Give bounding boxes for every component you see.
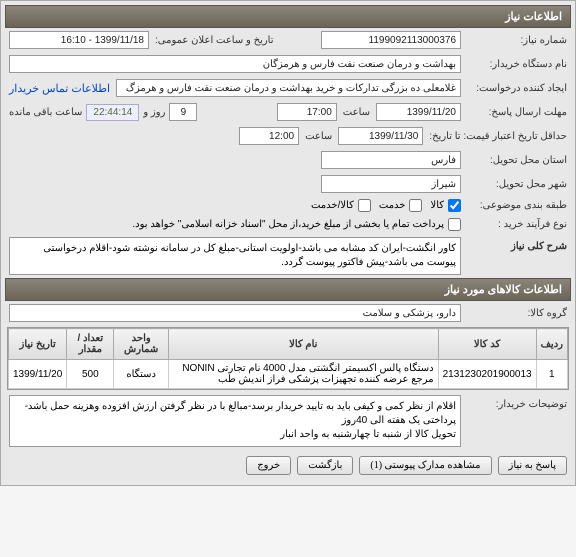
th-date: تاریخ نیاز <box>9 329 67 360</box>
td-unit: دستگاه <box>114 360 169 389</box>
need-number-value: 1199092113000376 <box>321 31 461 49</box>
goods-group-label: گروه کالا: <box>467 308 567 319</box>
td-row-num: 1 <box>536 360 567 389</box>
general-title-label: شرح کلی نیاز <box>467 237 567 252</box>
province-value: فارس <box>321 151 461 169</box>
row-need-number: شماره نیاز: 1199092113000376 تاریخ و ساع… <box>5 28 571 52</box>
buyer-org-value: بهداشت و درمان صنعت نفت فارس و هرمزگان <box>9 55 461 73</box>
row-general-title: شرح کلی نیاز کاور انگشت-ایران کد مشابه م… <box>5 234 571 278</box>
remaining-suffix: ساعت باقی مانده <box>9 107 82 118</box>
cb-goods-service-input[interactable] <box>358 199 371 212</box>
deadline-date: 1399/11/20 <box>376 103 461 121</box>
requester-label: ایجاد کننده درخواست: <box>467 83 567 94</box>
valid-until-time: 12:00 <box>239 127 299 145</box>
cb-service[interactable]: خدمت <box>379 199 423 212</box>
city-label: شهر محل تحویل: <box>467 179 567 190</box>
section-header-need-info: اطلاعات نیاز <box>5 5 571 28</box>
purchase-process-cb[interactable]: پرداخت تمام یا بخشی از مبلغ خرید،از محل … <box>132 218 461 231</box>
cb-goods[interactable]: کالا <box>430 199 461 212</box>
row-requester: ایجاد کننده درخواست: غلامعلی ده بزرگی تد… <box>5 76 571 100</box>
row-goods-group: گروه کالا: دارو، پزشکی و سلامت <box>5 301 571 325</box>
announce-date-value: 1399/11/18 - 16:10 <box>9 31 149 49</box>
td-name: دستگاه پالس اکسیمتر انگشتی مدل 4000 نام … <box>168 360 438 389</box>
valid-until-date: 1399/11/30 <box>338 127 423 145</box>
row-buyer-org: نام دستگاه خریدار: بهداشت و درمان صنعت ن… <box>5 52 571 76</box>
attachments-button[interactable]: مشاهده مدارک پیوستی (1) <box>359 456 491 475</box>
row-valid-until: حداقل تاریخ اعتبار قیمت: تا تاریخ: 1399/… <box>5 124 571 148</box>
cb-service-input[interactable] <box>409 199 422 212</box>
row-city: شهر محل تحویل: شیراز <box>5 172 571 196</box>
need-number-label: شماره نیاز: <box>467 35 567 46</box>
remaining-time: 22:44:14 <box>86 104 139 121</box>
th-unit: واحد شمارش <box>114 329 169 360</box>
deadline-time: 17:00 <box>277 103 337 121</box>
row-buyer-notes: توضیحات خریدار: اقلام از نظر کمی و کیفی … <box>5 392 571 450</box>
province-label: استان محل تحویل: <box>467 155 567 166</box>
announce-date-label: تاریخ و ساعت اعلان عمومی: <box>155 35 274 46</box>
th-name: نام کالا <box>168 329 438 360</box>
remaining-group: 9 روز و 22:44:14 ساعت باقی مانده <box>9 103 197 121</box>
table-row: 1 2131230201900013 دستگاه پالس اکسیمتر ا… <box>9 360 568 389</box>
buyer-notes-text: اقلام از نظر کمی و کیفی باید به تایید خر… <box>9 395 461 447</box>
cb-goods-input[interactable] <box>448 199 461 212</box>
td-qty: 500 <box>67 360 114 389</box>
purchase-process-label: نوع فرآیند خرید : <box>467 219 567 230</box>
city-value: شیراز <box>321 175 461 193</box>
th-row: ردیف <box>536 329 567 360</box>
contact-link[interactable]: اطلاعات تماس خریدار <box>9 82 110 95</box>
purchase-process-checkbox[interactable] <box>448 218 461 231</box>
back-button[interactable]: بازگشت <box>297 456 353 475</box>
table-header-row: ردیف کد کالا نام کالا واحد شمارش تعداد /… <box>9 329 568 360</box>
budget-checkbox-group: کالا خدمت کالا/خدمت <box>311 199 461 212</box>
row-budget-type: طبقه بندی موضوعی: کالا خدمت کالا/خدمت <box>5 196 571 215</box>
goods-table: ردیف کد کالا نام کالا واحد شمارش تعداد /… <box>8 328 568 389</box>
row-deadline: مهلت ارسال پاسخ: 1399/11/20 ساعت 17:00 9… <box>5 100 571 124</box>
row-province: استان محل تحویل: فارس <box>5 148 571 172</box>
row-purchase-process: نوع فرآیند خرید : پرداخت تمام یا بخشی از… <box>5 215 571 234</box>
cb-goods-service[interactable]: کالا/خدمت <box>311 199 371 212</box>
main-container: اطلاعات نیاز شماره نیاز: 119909211300037… <box>0 0 576 486</box>
section-header-goods-info: اطلاعات کالاهای مورد نیاز <box>5 278 571 301</box>
remaining-days: 9 <box>169 103 197 121</box>
goods-group-value: دارو، پزشکی و سلامت <box>9 304 461 322</box>
buyer-org-label: نام دستگاه خریدار: <box>467 59 567 70</box>
buyer-notes-label: توضیحات خریدار: <box>467 395 567 410</box>
general-title-text: کاور انگشت-ایران کد مشابه می باشد-اولویت… <box>9 237 461 275</box>
budget-type-label: طبقه بندی موضوعی: <box>467 200 567 211</box>
td-code: 2131230201900013 <box>438 360 536 389</box>
deadline-label: مهلت ارسال پاسخ: <box>467 107 567 118</box>
valid-until-time-label: ساعت <box>305 131 332 142</box>
requester-value: غلامعلی ده بزرگی تدارکات و خرید بهداشت و… <box>116 79 461 97</box>
td-date: 1399/11/20 <box>9 360 67 389</box>
goods-table-wrap: ردیف کد کالا نام کالا واحد شمارش تعداد /… <box>7 327 569 390</box>
button-row: پاسخ به نیاز مشاهده مدارک پیوستی (1) باز… <box>5 450 571 481</box>
purchase-process-text: پرداخت تمام یا بخشی از مبلغ خرید،از محل … <box>132 219 444 230</box>
th-qty: تعداد / مقدار <box>67 329 114 360</box>
reply-button[interactable]: پاسخ به نیاز <box>498 456 568 475</box>
valid-until-label: حداقل تاریخ اعتبار قیمت: تا تاریخ: <box>429 131 567 142</box>
deadline-time-label: ساعت <box>343 107 370 118</box>
th-code: کد کالا <box>438 329 536 360</box>
exit-button[interactable]: خروج <box>246 456 291 475</box>
remaining-days-label: روز و <box>143 107 165 118</box>
